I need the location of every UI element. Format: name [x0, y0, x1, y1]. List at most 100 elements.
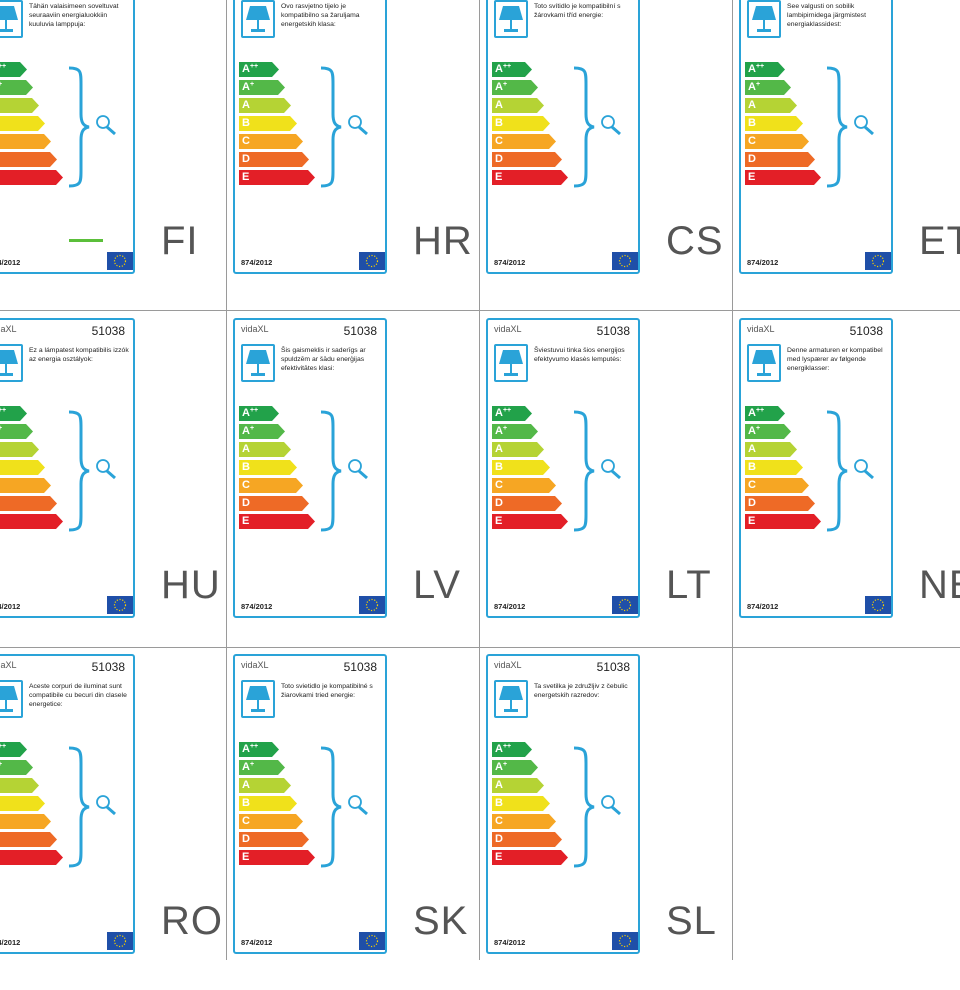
energy-class-bar: A — [239, 98, 291, 113]
energy-class-suffix: + — [0, 425, 2, 432]
energy-class-bar: E — [0, 850, 63, 865]
energy-class-bar: A — [745, 442, 797, 457]
compatibility-text: Tähän valaisimeen soveltuvat seuraaviin … — [29, 3, 119, 28]
table-lamp-icon — [0, 680, 23, 718]
energy-class-bar: E — [239, 170, 315, 185]
energy-class-bar: B — [0, 460, 45, 475]
energy-class-bar: C — [492, 478, 556, 493]
energy-class-bar: B — [492, 460, 550, 475]
energy-class-letter: A — [495, 761, 503, 773]
energy-class-bar: C — [239, 478, 303, 493]
energy-class-bar: A — [0, 442, 39, 457]
energy-class-suffix: ++ — [249, 743, 259, 750]
regulation-number: 874/2012 — [0, 602, 21, 611]
energy-class-letter: E — [242, 515, 250, 527]
language-code: SL — [666, 899, 717, 943]
product-code: 51038 — [596, 324, 630, 338]
energy-label-card: vidaXL 51038 Šis gaismeklis ir saderīgs … — [233, 318, 387, 618]
energy-class-suffix: + — [502, 761, 508, 768]
energy-class-letter: A — [495, 63, 503, 75]
regulation-number: 874/2012 — [0, 938, 21, 947]
energy-class-letter: C — [495, 815, 503, 827]
brace-bulb-icon — [319, 410, 379, 537]
energy-class-bar: A+ — [492, 80, 538, 95]
label-cell: vidaXL 51038 Šviestuvui tinka šios energ… — [486, 318, 739, 654]
energy-class-letter: C — [495, 135, 503, 147]
brand-name: vidaXL — [0, 324, 17, 334]
label-cell: vidaXL 51038 Ez a lámpatest kompatibilis… — [0, 318, 234, 654]
energy-class-bar: B — [745, 116, 803, 131]
energy-class-bar: D — [239, 832, 309, 847]
brace-bulb-icon — [572, 746, 632, 873]
energy-class-suffix: + — [249, 81, 255, 88]
table-lamp-icon — [494, 0, 528, 38]
energy-class-bar: E — [0, 170, 63, 185]
energy-class-bar: A+ — [745, 80, 791, 95]
energy-class-letter: C — [748, 135, 756, 147]
energy-class-letter: A — [495, 443, 503, 455]
label-cell: vidaXL 51038 Denne armaturen er kompatib… — [739, 318, 960, 654]
energy-class-letter: C — [242, 815, 250, 827]
energy-class-letter: A — [748, 425, 756, 437]
energy-class-bar: A — [745, 98, 797, 113]
energy-class-letter: A — [495, 425, 503, 437]
energy-class-letter: E — [495, 515, 503, 527]
energy-class-bar: A++ — [239, 62, 279, 77]
energy-class-letter: E — [748, 171, 756, 183]
label-cell: vidaXL 51038 Aceste corpuri de iluminat … — [0, 654, 234, 990]
energy-class-suffix: + — [502, 81, 508, 88]
regulation-number: 874/2012 — [241, 258, 273, 267]
energy-class-bar: A++ — [492, 62, 532, 77]
compatibility-text: Ta svetilka je združljiv z čebulic energ… — [534, 683, 628, 699]
compatibility-text: Ovo rasvjetno tijelo je kompatibilno sa … — [281, 3, 360, 28]
energy-class-letter: E — [242, 851, 250, 863]
brace-bulb-icon — [572, 410, 632, 537]
table-lamp-icon — [0, 344, 23, 382]
language-code: LV — [413, 563, 461, 607]
energy-class-bar: A++ — [239, 742, 279, 757]
energy-label-card: vidaXL 51038 Denne armaturen er kompatib… — [739, 318, 893, 618]
energy-class-letter: A — [495, 99, 503, 111]
energy-class-letter: B — [242, 117, 250, 129]
energy-class-bar: E — [239, 514, 315, 529]
energy-class-letter: A — [242, 425, 250, 437]
table-lamp-icon — [241, 344, 275, 382]
energy-class-bar: A++ — [0, 742, 27, 757]
energy-class-bar: A+ — [239, 80, 285, 95]
energy-class-letter: B — [748, 461, 756, 473]
regulation-number: 874/2012 — [0, 258, 21, 267]
energy-class-bar: C — [0, 814, 51, 829]
eu-flag-icon — [107, 932, 133, 950]
energy-class-letter: A — [242, 81, 250, 93]
energy-class-bar: C — [0, 478, 51, 493]
grid-divider — [0, 647, 960, 648]
grid-divider — [0, 310, 960, 311]
brand-name: vidaXL — [494, 324, 522, 334]
energy-class-bar: E — [745, 514, 821, 529]
energy-class-letter: A — [242, 779, 250, 791]
energy-class-letter: E — [495, 171, 503, 183]
energy-class-bar: A — [0, 778, 39, 793]
energy-class-bar: D — [492, 832, 562, 847]
energy-class-bar: A++ — [745, 62, 785, 77]
energy-class-bar: E — [745, 170, 821, 185]
energy-class-suffix: ++ — [502, 407, 512, 414]
eu-flag-icon — [612, 596, 638, 614]
energy-class-letter: B — [748, 117, 756, 129]
energy-class-bar: B — [239, 460, 297, 475]
energy-class-suffix: ++ — [755, 63, 765, 70]
table-lamp-icon — [0, 0, 23, 38]
energy-class-bar: E — [492, 514, 568, 529]
energy-class-bar: A++ — [0, 62, 27, 77]
energy-class-bar: E — [492, 850, 568, 865]
compatibility-text: Toto svietidlo je kompatibilné s žiarovk… — [281, 683, 373, 699]
energy-class-letter: A — [748, 443, 756, 455]
language-code: SK — [413, 899, 469, 943]
energy-class-letter: E — [748, 515, 756, 527]
energy-class-bar: A++ — [745, 406, 785, 421]
